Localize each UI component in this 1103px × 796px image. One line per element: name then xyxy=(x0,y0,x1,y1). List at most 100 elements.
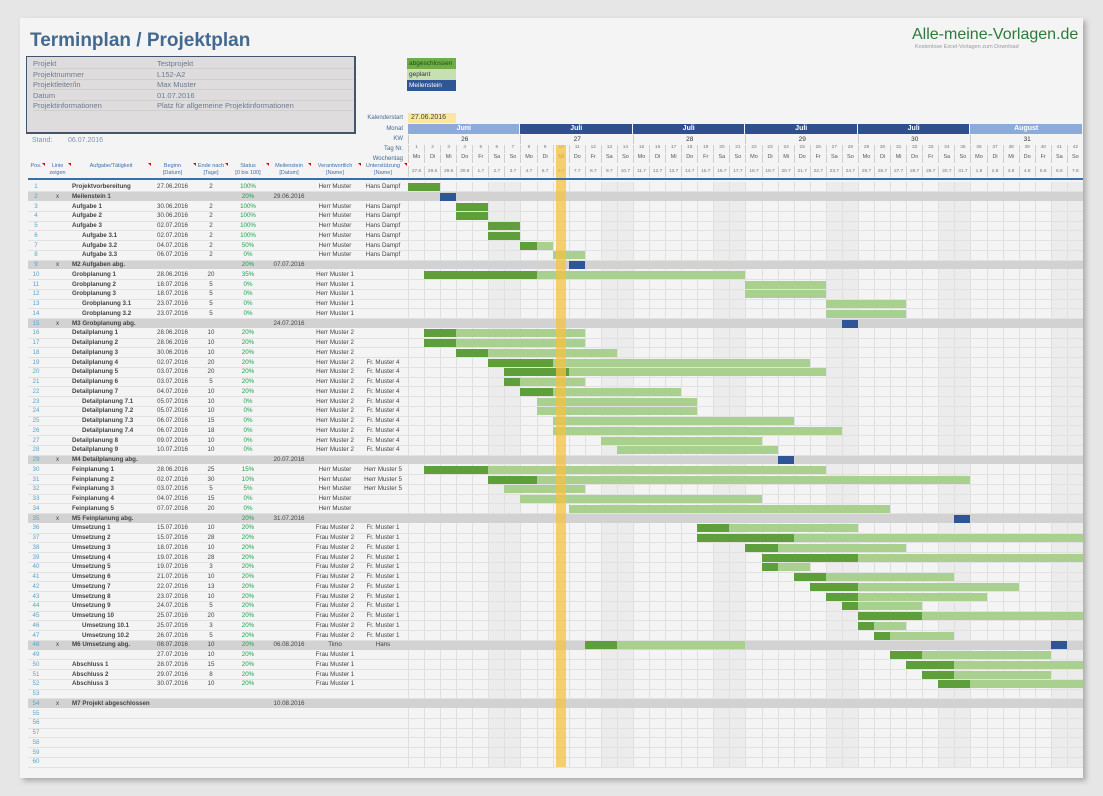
duration-days[interactable]: 10 xyxy=(207,387,215,395)
duration-days[interactable]: 10 xyxy=(207,543,215,551)
task-name[interactable]: Feinplanung 5 xyxy=(72,504,114,512)
support[interactable]: Fr. Muster 1 xyxy=(366,631,400,639)
milestone-date[interactable]: 24.07.2016 xyxy=(273,319,305,327)
milestone-date[interactable] xyxy=(268,631,310,641)
duration-days[interactable]: 5 xyxy=(209,631,213,639)
status-percent[interactable]: 0% xyxy=(243,407,253,415)
milestone-date[interactable]: 07.07.2016 xyxy=(273,261,305,268)
responsible[interactable]: Herr Muster 2 xyxy=(316,407,354,415)
responsible[interactable]: Herr Muster 1 xyxy=(316,290,354,298)
duration-days[interactable] xyxy=(195,689,227,699)
support[interactable] xyxy=(360,299,406,309)
task-name[interactable]: Detailplanung 7.4 xyxy=(82,426,134,434)
responsible[interactable]: Frau Muster 1 xyxy=(315,670,355,678)
milestone-date[interactable] xyxy=(268,406,310,416)
duration-days[interactable]: 25 xyxy=(207,465,215,473)
milestone-date[interactable] xyxy=(268,679,310,689)
duration-days[interactable]: 30 xyxy=(207,475,215,483)
responsible[interactable]: Herr Muster xyxy=(318,202,352,210)
milestone-date[interactable] xyxy=(268,523,310,533)
begin-date[interactable]: 30.06.2016 xyxy=(157,348,188,356)
support[interactable] xyxy=(360,670,406,680)
task-name[interactable]: Aufgabe 3.1 xyxy=(82,231,118,239)
duration-days[interactable] xyxy=(195,192,227,202)
begin-date[interactable]: 23.07.2016 xyxy=(157,300,188,307)
duration-days[interactable]: 2 xyxy=(209,241,213,249)
support[interactable]: Hans Dampf xyxy=(365,231,401,239)
task-name[interactable]: Detailplanung 9 xyxy=(72,446,119,454)
status-percent[interactable] xyxy=(228,455,268,465)
task-name[interactable]: Umsetzung 8 xyxy=(72,592,111,600)
status-percent[interactable]: 50% xyxy=(241,241,255,249)
status-percent[interactable]: 20% xyxy=(241,339,255,346)
milestone-date[interactable] xyxy=(268,211,310,221)
support[interactable]: Herr Muster 5 xyxy=(364,485,402,493)
task-name[interactable]: Detailplanung 6 xyxy=(72,378,119,385)
column-header-1[interactable]: Linie zeigen xyxy=(45,163,71,177)
begin-date[interactable]: 27.07.2016 xyxy=(157,651,188,658)
responsible[interactable]: Frau Muster 2 xyxy=(315,592,355,600)
milestone-date[interactable] xyxy=(268,377,310,387)
duration-days[interactable] xyxy=(195,514,227,524)
begin-date[interactable]: 23.07.2016 xyxy=(157,592,188,600)
show-line-toggle[interactable]: x xyxy=(55,641,60,649)
responsible[interactable]: Frau Muster 2 xyxy=(315,621,355,629)
milestone-date[interactable] xyxy=(268,328,310,338)
support[interactable]: Fr. Muster 1 xyxy=(366,563,400,571)
milestone-date[interactable]: 10.08.2016 xyxy=(273,699,305,707)
responsible[interactable]: Herr Muster 2 xyxy=(316,348,354,356)
support[interactable]: Hans Dampf xyxy=(365,241,401,249)
begin-date[interactable]: 02.07.2016 xyxy=(157,222,188,229)
begin-date[interactable]: 18.07.2016 xyxy=(157,280,188,288)
support[interactable] xyxy=(360,650,406,660)
begin-date[interactable]: 28.06.2016 xyxy=(157,465,188,473)
column-header-0[interactable]: Pos. xyxy=(28,163,45,170)
status-percent[interactable]: 0% xyxy=(243,426,253,434)
status-percent[interactable]: 20% xyxy=(241,631,255,639)
responsible[interactable]: Herr Muster 2 xyxy=(316,368,354,376)
task-name[interactable]: Detailplanung 7 xyxy=(72,387,119,395)
begin-date[interactable] xyxy=(150,455,195,465)
task-name[interactable]: Aufgabe 1 xyxy=(72,202,102,210)
begin-date[interactable]: 30.07.2016 xyxy=(157,680,188,688)
responsible[interactable]: Herr Muster xyxy=(318,495,352,502)
duration-days[interactable] xyxy=(195,699,227,709)
show-line-toggle[interactable]: x xyxy=(55,192,60,200)
duration-days[interactable]: 10 xyxy=(207,680,215,688)
task-name[interactable]: Umsetzung 3 xyxy=(72,543,111,551)
support[interactable] xyxy=(360,679,406,689)
support[interactable] xyxy=(360,494,406,504)
status-percent[interactable]: 20% xyxy=(241,651,255,658)
status-percent[interactable]: 0% xyxy=(243,300,253,307)
status-percent[interactable]: 100% xyxy=(240,222,256,229)
status-percent[interactable]: 20% xyxy=(241,524,255,532)
begin-date[interactable]: 21.07.2016 xyxy=(157,573,188,580)
begin-date[interactable]: 04.07.2016 xyxy=(157,387,188,395)
support[interactable] xyxy=(360,689,406,699)
task-name[interactable]: M2 Aufgaben abg. xyxy=(72,261,126,268)
status-percent[interactable]: 20% xyxy=(241,553,255,561)
milestone-date[interactable]: 20.07.2016 xyxy=(273,456,305,463)
milestone-date[interactable] xyxy=(268,299,310,309)
responsible[interactable]: Herr Muster 1 xyxy=(316,309,354,317)
begin-date[interactable]: 15.07.2016 xyxy=(157,524,188,532)
duration-days[interactable]: 10 xyxy=(207,641,215,649)
task-name[interactable]: Grobplanung 3.2 xyxy=(82,309,132,317)
responsible[interactable]: Herr Muster xyxy=(318,251,352,259)
begin-date[interactable]: 04.07.2016 xyxy=(157,495,188,502)
begin-date[interactable]: 06.07.2016 xyxy=(157,426,188,434)
duration-days[interactable]: 5 xyxy=(209,309,213,317)
task-name[interactable]: M5 Feinplanung abg. xyxy=(72,514,134,522)
duration-days[interactable]: 20 xyxy=(207,504,215,512)
milestone-date[interactable] xyxy=(268,572,310,582)
duration-days[interactable]: 5 xyxy=(209,280,213,288)
duration-days[interactable]: 2 xyxy=(209,231,213,239)
milestone-date[interactable] xyxy=(268,182,310,192)
milestone-date[interactable] xyxy=(268,562,310,572)
status-percent[interactable]: 20% xyxy=(241,543,255,551)
status-percent[interactable]: 20% xyxy=(241,534,255,541)
status-percent[interactable]: 20% xyxy=(241,602,255,610)
status-percent[interactable]: 100% xyxy=(240,212,256,220)
task-name[interactable]: Aufgabe 3.3 xyxy=(82,251,118,259)
support[interactable] xyxy=(360,338,406,348)
